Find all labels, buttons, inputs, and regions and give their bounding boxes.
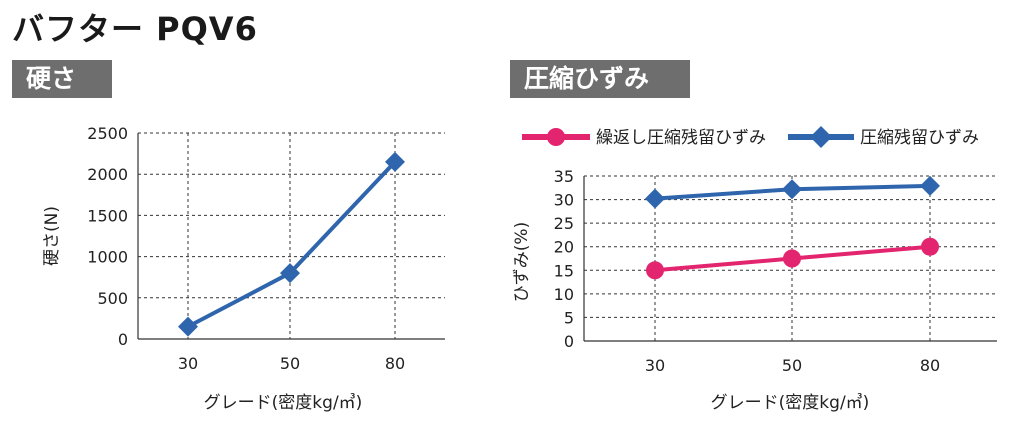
right-y-tick-label: 10 — [554, 285, 574, 304]
right-y-tick-label: 30 — [554, 191, 574, 210]
legend-marker-repeated-compression-set — [547, 128, 565, 146]
right-x-tick-label: 30 — [645, 356, 665, 375]
right-y-tick-label: 35 — [554, 167, 574, 186]
left-x-tick-label: 80 — [385, 354, 405, 373]
legend-label-repeated-compression-set: 繰返し圧縮残留ひずみ — [596, 128, 766, 148]
right-x-axis-title: グレード(密度kg/㎥) — [711, 393, 870, 413]
left-y-tick-label: 1000 — [87, 248, 128, 267]
right-series-0-point — [646, 261, 664, 280]
right-y-tick-label: 5 — [564, 308, 574, 327]
right-y-axis-title: ひずみ(%) — [512, 222, 532, 302]
legend-marker-compression-set — [810, 126, 832, 148]
left-y-tick-label: 2500 — [87, 124, 128, 143]
right-y-tick-label: 0 — [564, 332, 574, 351]
right-series-1-point — [920, 175, 940, 196]
page-title: バフター PQV6 — [12, 10, 258, 48]
right-y-tick-label: 20 — [554, 238, 574, 257]
section-label-hardness: 硬さ — [12, 60, 112, 98]
left-x-tick-label: 30 — [178, 354, 198, 373]
left-y-axis-title: 硬さ(N) — [42, 206, 62, 266]
right-series-0-point — [783, 249, 801, 268]
left-series-0-line — [187, 160, 397, 329]
right-y-tick-label: 15 — [554, 261, 574, 280]
left-series-0-point — [178, 316, 198, 337]
right-y-tick-label: 25 — [554, 214, 574, 233]
left-y-tick-label: 2000 — [87, 165, 128, 184]
legend-label-compression-set: 圧縮残留ひずみ — [860, 128, 979, 148]
right-series-0-point — [921, 237, 939, 256]
right-x-tick-label: 50 — [782, 356, 802, 375]
right-series-1-point — [782, 179, 802, 200]
section-label-compression-set: 圧縮ひずみ — [510, 60, 690, 98]
right-series-1-point — [645, 188, 665, 209]
left-series-0-point — [280, 263, 300, 284]
left-series-0-point — [385, 151, 405, 172]
right-x-tick-label: 80 — [920, 356, 940, 375]
left-y-tick-label: 1500 — [87, 206, 128, 225]
left-y-tick-label: 500 — [97, 289, 128, 308]
left-y-tick-label: 0 — [118, 330, 128, 349]
left-x-tick-label: 50 — [280, 354, 300, 373]
left-x-axis-title: グレード(密度kg/㎥) — [204, 393, 363, 413]
